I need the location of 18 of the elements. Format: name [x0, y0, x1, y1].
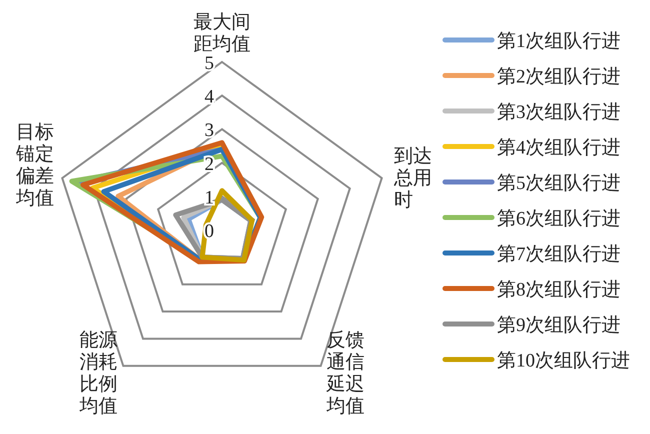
- legend-label: 第10次组队行进: [497, 350, 630, 372]
- y-tick-label: 3: [204, 120, 214, 142]
- legend-label: 第2次组队行进: [497, 66, 620, 88]
- legend-label: 第8次组队行进: [497, 280, 620, 300]
- legend-label: 第5次组队行进: [497, 173, 620, 194]
- category-label: 最大间距均值: [194, 12, 250, 55]
- category-label: 反馈通信延迟均值: [326, 330, 365, 417]
- legend-label: 第4次组队行进: [497, 138, 620, 158]
- category-label: 能源消耗比例均值: [79, 330, 118, 417]
- legend-label: 第3次组队行进: [497, 102, 620, 123]
- category-label: 目标锚定偏差均值: [16, 122, 54, 210]
- legend-label: 第1次组队行进: [497, 31, 620, 52]
- y-tick-label: 4: [204, 86, 214, 108]
- category-label: 到达总用时: [394, 146, 432, 212]
- y-tick-label: 5: [204, 53, 214, 74]
- legend-label: 第7次组队行进: [497, 244, 620, 265]
- legend-label: 第9次组队行进: [497, 315, 620, 336]
- legend-label: 第6次组队行进: [497, 208, 620, 230]
